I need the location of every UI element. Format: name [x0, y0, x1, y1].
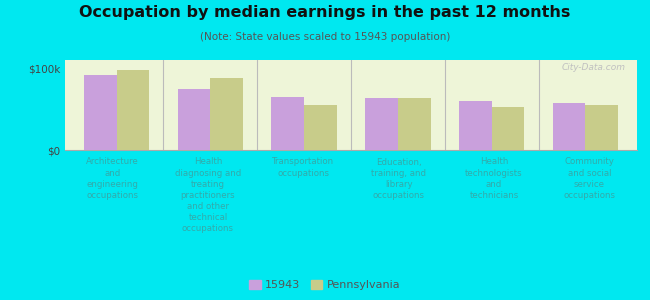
Bar: [211, 78, 243, 150]
Bar: [586, 105, 618, 150]
Bar: [459, 101, 491, 150]
Bar: [271, 97, 304, 150]
Bar: [116, 70, 150, 150]
Text: Occupation by median earnings in the past 12 months: Occupation by median earnings in the pas…: [79, 4, 571, 20]
Text: (Note: State values scaled to 15943 population): (Note: State values scaled to 15943 popu…: [200, 32, 450, 41]
Bar: [491, 106, 525, 150]
Legend: 15943, Pennsylvania: 15943, Pennsylvania: [245, 275, 405, 294]
Text: Health
diagnosing and
treating
practitioners
and other
technical
occupations: Health diagnosing and treating practitio…: [175, 158, 241, 233]
Text: Architecture
and
engineering
occupations: Architecture and engineering occupations: [86, 158, 139, 200]
Text: City-Data.com: City-Data.com: [562, 63, 625, 72]
Text: Community
and social
service
occupations: Community and social service occupations: [564, 158, 616, 200]
Text: Education,
training, and
library
occupations: Education, training, and library occupat…: [371, 158, 426, 200]
Bar: [177, 88, 211, 150]
Bar: [552, 103, 586, 150]
Bar: [398, 98, 431, 150]
Text: Health
technologists
and
technicians: Health technologists and technicians: [465, 158, 523, 200]
Text: Transportation
occupations: Transportation occupations: [272, 158, 334, 178]
Bar: [304, 105, 337, 150]
Bar: [84, 75, 116, 150]
Bar: [365, 98, 398, 150]
